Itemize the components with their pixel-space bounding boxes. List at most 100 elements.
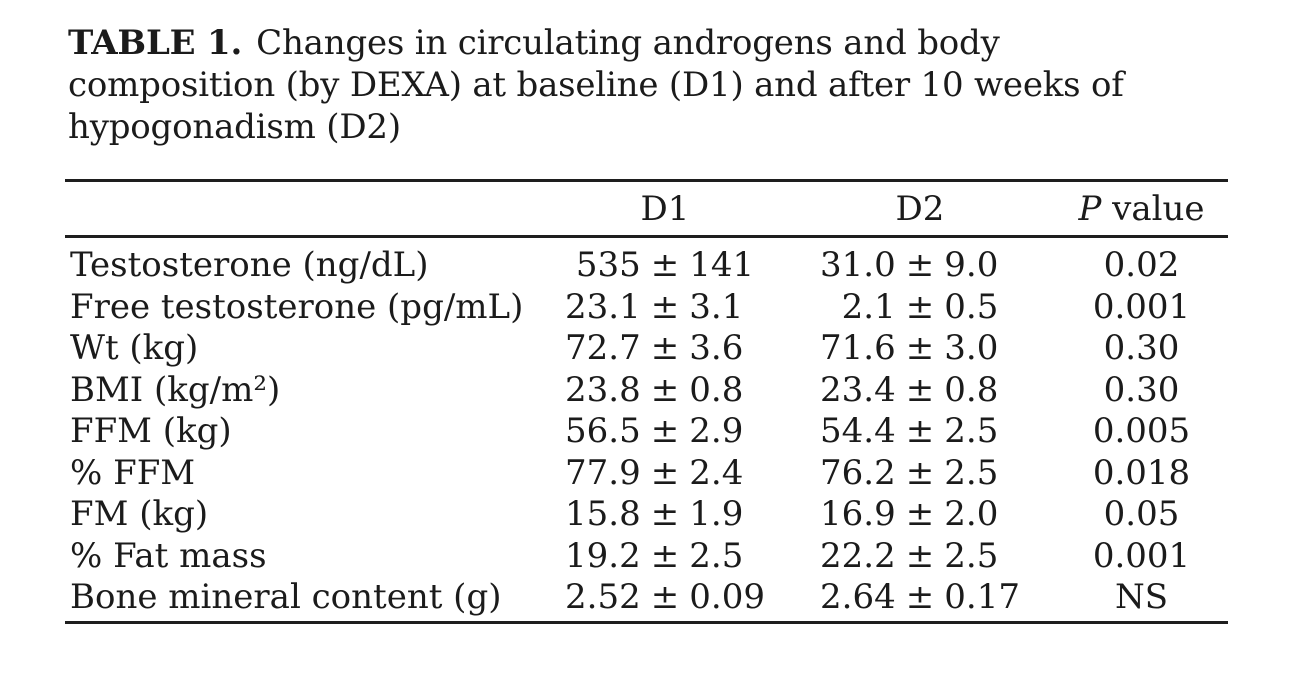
sd-value: 0.09 [689,577,765,617]
plus-minus-sign: ± [650,369,680,410]
plus-minus-sign: ± [650,452,680,493]
row-label: % FFM [70,452,196,493]
table-number-label: TABLE 1. [68,23,243,63]
header-p-value: P value [1055,189,1228,229]
sd-value: 0.17 [944,577,1020,617]
sd-value: 2.9 [689,411,744,451]
plus-minus-sign: ± [650,328,680,368]
d1-value-cell: 56.5 ±2.9 [545,411,785,453]
sd-value: 1.9 [689,494,744,534]
d1-value-cell: 72.7 ±3.6 [545,328,785,370]
table-row: FFM (kg) 56.5 ±2.9 54.4 ±2.5 0.005 [65,411,1228,453]
plus-minus-sign: ± [905,535,935,576]
sd-value: 9.0 [944,245,999,285]
d2-value-cell: 76.2 ±2.5 [785,453,1055,495]
mean-value: 56.5 [565,411,641,451]
plus-minus-sign: ± [650,494,680,534]
d1-value-cell: 77.9 ±2.4 [545,453,785,495]
sd-value: 2.5 [944,535,999,576]
mean-value: 22.2 [820,535,896,576]
table-row: Testosterone (ng/dL) 535 ±141 31.0 ±9.0 0.02 [65,245,1228,287]
header-d2: D2 [895,188,945,229]
table-row: % Fat mass 19.2 ±2.5 22.2 ±2.5 0.001 [65,536,1228,578]
mean-value: 15.8 [565,494,641,534]
sd-value: 2.5 [944,411,999,451]
plus-minus-sign: ± [650,535,680,576]
mean-value: 19.2 [565,535,641,576]
plus-minus-sign: ± [905,452,935,493]
row-label: Testosterone (ng/dL) [70,245,429,285]
p-value: 0.05 [1103,494,1180,534]
table-row: FM (kg) 15.8 ±1.9 16.9 ±2.0 0.05 [65,494,1228,536]
mean-value: 23.8 [565,369,641,410]
p-value: 0.001 [1092,535,1191,576]
plus-minus-sign: ± [650,245,680,285]
p-value: 0.005 [1092,411,1191,451]
mean-value: 31.0 [820,245,896,285]
d1-value-cell: 535 ±141 [545,245,785,287]
table-row: Bone mineral content (g) 2.52 ±0.09 2.64 ±0.… [65,577,1228,619]
sd-value: 3.0 [944,328,999,368]
plus-minus-sign: ± [905,494,935,534]
mean-value: 2.1 [841,286,896,327]
d1-value-cell: 23.8 ±0.8 [545,370,785,412]
mean-value: 76.2 [820,452,896,493]
table-row: Wt (kg) 72.7 ±3.6 71.6 ±3.0 0.30 [65,328,1228,370]
d2-value-cell: 71.6 ±3.0 [785,328,1055,370]
table-rule-middle [65,235,1228,238]
d2-value-cell: 22.2 ±2.5 [785,536,1055,578]
mean-value: 72.7 [565,328,641,368]
p-value: 0.30 [1103,328,1180,368]
table-caption-text: Changes in circulating androgens and bod… [68,23,1124,147]
p-value: 0.30 [1103,369,1180,410]
sd-value: 0.5 [944,286,999,327]
d2-value-cell: 54.4 ±2.5 [785,411,1055,453]
table-row: BMI (kg/m²) 23.8 ±0.8 23.4 ±0.8 0.30 [65,370,1228,412]
row-label: FFM (kg) [70,411,232,451]
d2-value-cell: 31.0 ±9.0 [785,245,1055,287]
caption-line: hypogonadism (D2) [68,107,401,147]
table-caption: TABLE 1. Changes in circulating androgens… [68,22,1188,148]
mean-value: 71.6 [820,328,896,368]
d1-value-cell: 2.52 ±0.09 [545,577,785,619]
caption-line: composition (by DEXA) at baseline (D1) a… [68,65,1124,105]
plus-minus-sign: ± [905,577,935,617]
table-body: Testosterone (ng/dL) 535 ±141 31.0 ±9.0 0.02 F… [65,245,1228,619]
caption-line: Changes in circulating androgens and bod… [256,23,1000,63]
plus-minus-sign: ± [650,411,680,451]
table-row: Free testosterone (pg/mL) 23.1 ±3.1 2.1 ±0.5… [65,287,1228,329]
plus-minus-sign: ± [650,577,680,617]
mean-value: 54.4 [820,411,896,451]
table-row: % FFM 77.9 ±2.4 76.2 ±2.5 0.018 [65,453,1228,495]
row-label: FM (kg) [70,494,209,534]
d2-value-cell: 2.64 ±0.17 [785,577,1055,619]
sd-value: 2.5 [944,452,999,493]
sd-value: 2.4 [689,452,744,493]
sd-value: 3.1 [689,286,744,327]
mean-value: 2.52 [565,577,641,617]
d1-value-cell: 15.8 ±1.9 [545,494,785,536]
sd-value: 2.5 [689,535,744,576]
mean-value: 535 [575,245,641,285]
journal-table-page: TABLE 1. Changes in circulating androgens… [65,0,1228,688]
sd-value: 3.6 [689,328,744,368]
table-rule-top [65,179,1228,182]
d2-value-cell: 16.9 ±2.0 [785,494,1055,536]
p-value: 0.001 [1092,286,1191,327]
sd-value: 0.8 [944,369,999,410]
sd-value: 0.8 [689,369,744,410]
p-value: 0.02 [1103,245,1180,285]
d1-value-cell: 19.2 ±2.5 [545,536,785,578]
d2-value-cell: 2.1 ±0.5 [785,287,1055,329]
mean-value: 23.1 [565,286,641,327]
row-label: Bone mineral content (g) [70,577,502,617]
sd-value: 2.0 [944,494,999,534]
row-label: Wt (kg) [70,328,199,368]
plus-minus-sign: ± [650,286,680,327]
table-rule-bottom [65,621,1228,624]
header-p-word: value [1101,188,1205,229]
sd-value: 141 [689,245,755,285]
header-d1: D1 [640,188,690,229]
row-label: BMI (kg/m²) [70,369,281,410]
table-header-row: D1 D2 P value [65,182,1228,235]
